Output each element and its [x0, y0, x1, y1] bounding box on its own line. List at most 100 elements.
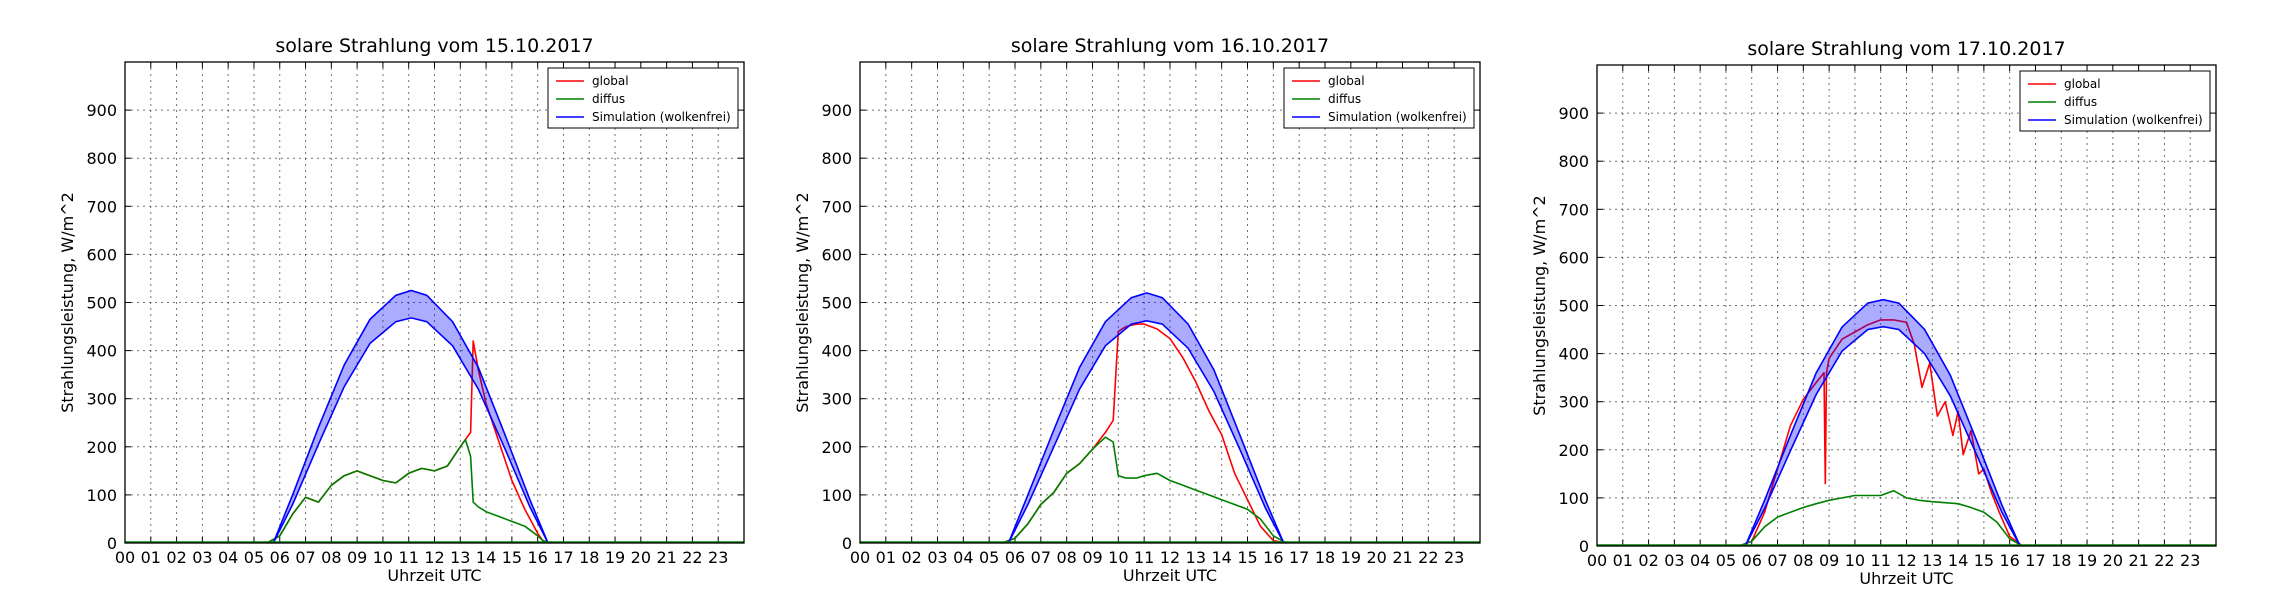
simulation-band: [1745, 299, 2020, 546]
x-tick-label: 11: [1871, 551, 1891, 570]
x-tick-label: 08: [1056, 548, 1076, 567]
y-tick-label: 400: [86, 342, 117, 361]
x-tick-label: 09: [1819, 551, 1839, 570]
y-tick-label: 900: [1558, 104, 1589, 123]
x-tick-label: 20: [631, 548, 651, 567]
x-tick-label: 15: [502, 548, 522, 567]
x-tick-label: 23: [1444, 548, 1464, 567]
x-tick-label: 16: [527, 548, 547, 567]
y-tick-label: 0: [107, 534, 117, 553]
legend-box: [1283, 67, 1475, 129]
plot-frame: [1596, 64, 2217, 547]
x-tick-label: 11: [1134, 548, 1154, 567]
x-tick-label: 06: [270, 548, 290, 567]
x-tick-label: 18: [1315, 548, 1335, 567]
y-tick-label: 400: [821, 342, 852, 361]
legend: global diffus Simulation (wolkenfrei): [1283, 67, 1475, 129]
x-tick-label: 10: [1845, 551, 1865, 570]
x-tick-label: 00: [850, 548, 870, 567]
x-tick-label: 23: [2180, 551, 2200, 570]
x-tick-label: 19: [2077, 551, 2097, 570]
y-tick-label: 100: [86, 486, 117, 505]
chart-title: solare Strahlung vom 15.10.2017: [275, 35, 593, 57]
x-tick-label: 03: [1664, 551, 1684, 570]
y-tick-label: 700: [1558, 200, 1589, 219]
y-axis-label: Strahlungsleistung, W/m^2: [1530, 195, 1549, 416]
x-tick-label: 07: [295, 548, 315, 567]
plot-frame: [859, 61, 1481, 544]
y-tick-label: 600: [1558, 248, 1589, 267]
x-tick-label: 22: [2154, 551, 2174, 570]
legend-label: global: [592, 74, 629, 88]
x-tick-label: 05: [1716, 551, 1736, 570]
x-tick-label: 05: [979, 548, 999, 567]
x-axis-label: Uhrzeit UTC: [387, 566, 481, 585]
chart-title: solare Strahlung vom 17.10.2017: [1747, 38, 2065, 60]
simulation-upper-line: [1744, 298, 2021, 547]
x-tick-label: 01: [876, 548, 896, 567]
chart-1: 00 01 02 03 04 05 06 07 08 09 10 11 12 13 14 15 16 17 18 19…: [58, 35, 745, 585]
y-axis-label: Strahlungsleistung, W/m^2: [58, 192, 77, 413]
x-tick-label: 12: [424, 548, 444, 567]
y-tick-label: 600: [821, 245, 852, 264]
legend-box: [2019, 70, 2211, 132]
x-tick-label: 22: [682, 548, 702, 567]
simulation-upper-line: [272, 289, 549, 544]
chart-2: 00 01 02 03 04 05 06 07 08 09 10 11 12 13 14 15 16 17 18 19…: [793, 35, 1481, 585]
y-tick-label: 500: [821, 294, 852, 313]
x-tick-label: 06: [1742, 551, 1762, 570]
x-tick-label: 21: [2128, 551, 2148, 570]
x-tick-label: 13: [450, 548, 470, 567]
y-tick-label: 200: [86, 438, 117, 457]
series-line-diffus: [266, 438, 551, 544]
simulation-band: [1008, 292, 1284, 543]
legend-label: global: [2064, 77, 2101, 91]
y-tick-label: 0: [842, 534, 852, 553]
x-tick-label: 16: [1263, 548, 1283, 567]
x-tick-label: 02: [166, 548, 186, 567]
x-tick-label: 16: [1999, 551, 2019, 570]
x-tick-label: 19: [605, 548, 625, 567]
x-tick-label: 15: [1974, 551, 1994, 570]
x-tick-label: 21: [1392, 548, 1412, 567]
y-tick-label: 800: [86, 149, 117, 168]
x-tick-label: 02: [901, 548, 921, 567]
series-line-diffus: [1001, 436, 1287, 544]
plot-frame: [124, 61, 745, 544]
x-tick-label: 17: [1289, 548, 1309, 567]
y-tick-label: 300: [1558, 393, 1589, 412]
x-tick-label: 07: [1767, 551, 1787, 570]
x-tick-label: 17: [553, 548, 573, 567]
legend-label: Simulation (wolkenfrei): [2064, 113, 2203, 127]
legend-label: diffus: [2064, 95, 2097, 109]
x-tick-label: 04: [218, 548, 238, 567]
legend-label: diffus: [592, 92, 625, 106]
legend-label: diffus: [1328, 92, 1361, 106]
legend-label: Simulation (wolkenfrei): [592, 110, 731, 124]
x-tick-label: 08: [1793, 551, 1813, 570]
legend-label: Simulation (wolkenfrei): [1328, 110, 1467, 124]
legend-label: global: [1328, 74, 1365, 88]
x-axis-label: Uhrzeit UTC: [1859, 569, 1953, 588]
x-tick-label: 03: [192, 548, 212, 567]
y-tick-label: 300: [821, 390, 852, 409]
x-tick-label: 14: [1211, 548, 1231, 567]
series-line-diffus: [1738, 489, 2023, 547]
simulation-lower-line: [1007, 319, 1285, 544]
y-tick-label: 100: [1558, 489, 1589, 508]
simulation-lower-line: [1744, 325, 2021, 547]
x-tick-label: 18: [579, 548, 599, 567]
x-tick-label: 21: [656, 548, 676, 567]
x-tick-label: 22: [1418, 548, 1438, 567]
simulation-lower-line: [272, 317, 549, 544]
x-tick-label: 13: [1922, 551, 1942, 570]
series-line-global: [1738, 319, 2024, 547]
x-tick-label: 14: [1948, 551, 1968, 570]
chart-3: 00 01 02 03 04 05 06 07 08 09 10 11 12 13 14 15 16 17 18 19…: [1530, 38, 2217, 588]
y-tick-label: 200: [1558, 441, 1589, 460]
chart-title: solare Strahlung vom 16.10.2017: [1011, 35, 1329, 57]
x-tick-label: 02: [1638, 551, 1658, 570]
legend: global diffus Simulation (wolkenfrei): [547, 67, 739, 129]
x-tick-label: 12: [1896, 551, 1916, 570]
x-tick-label: 01: [141, 548, 161, 567]
